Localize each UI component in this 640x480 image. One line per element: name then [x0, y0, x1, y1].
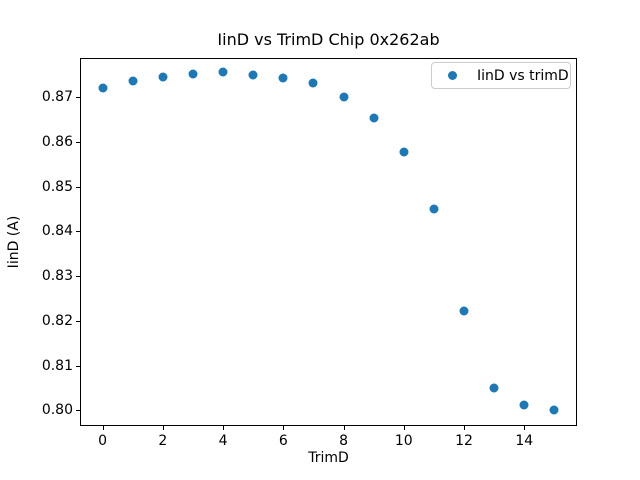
y-tick [76, 186, 80, 188]
data-point [519, 400, 529, 410]
data-point [369, 113, 379, 123]
y-tick [76, 276, 80, 278]
x-axis-label: TrimD [308, 450, 349, 466]
x-tick [223, 426, 225, 430]
y-tick-label: 0.80 [41, 402, 73, 419]
data-point [399, 147, 409, 157]
x-tick [162, 426, 164, 430]
y-axis-label: IinD (A) [6, 215, 22, 269]
x-tick [102, 426, 104, 430]
data-point [98, 83, 108, 92]
x-tick-label: 2 [158, 433, 168, 449]
x-tick-label: 0 [98, 433, 108, 449]
y-tick-label: 0.83 [41, 268, 73, 285]
x-tick-label: 4 [218, 433, 228, 449]
x-tick-label: 8 [339, 433, 349, 449]
data-point [218, 67, 228, 77]
data-point [429, 204, 439, 214]
data-point [158, 72, 168, 82]
y-tick [76, 231, 80, 233]
x-tick [283, 426, 285, 430]
y-tick [76, 365, 80, 367]
y-tick [76, 410, 80, 412]
legend-marker-icon [448, 71, 457, 80]
x-tick [524, 426, 526, 430]
plot-area [80, 58, 577, 426]
y-tick [76, 97, 80, 99]
y-tick-label: 0.81 [41, 357, 73, 374]
legend-label: IinD vs trimD [477, 67, 569, 84]
y-tick-label: 0.86 [41, 134, 73, 151]
y-tick-label: 0.84 [41, 223, 73, 240]
x-tick [343, 426, 345, 430]
data-point [128, 76, 138, 86]
data-point [489, 383, 499, 393]
x-tick [403, 426, 405, 430]
x-tick [464, 426, 466, 430]
x-tick-label: 14 [515, 433, 534, 449]
y-tick [76, 320, 80, 322]
chart-title: IinD vs TrimD Chip 0x262ab [217, 30, 440, 49]
x-tick-label: 6 [278, 433, 288, 449]
data-point [549, 405, 559, 415]
data-point [459, 306, 469, 316]
x-tick-label: 10 [394, 433, 413, 449]
x-tick-label: 12 [455, 433, 473, 449]
data-point [278, 73, 288, 83]
legend: IinD vs trimD [431, 62, 571, 89]
data-point [248, 70, 258, 80]
y-tick-label: 0.87 [41, 89, 73, 106]
data-point [308, 78, 318, 88]
y-tick-label: 0.85 [41, 178, 73, 195]
y-tick-label: 0.82 [41, 312, 73, 329]
y-tick [76, 142, 80, 144]
data-point [339, 92, 349, 102]
data-point [188, 69, 198, 79]
